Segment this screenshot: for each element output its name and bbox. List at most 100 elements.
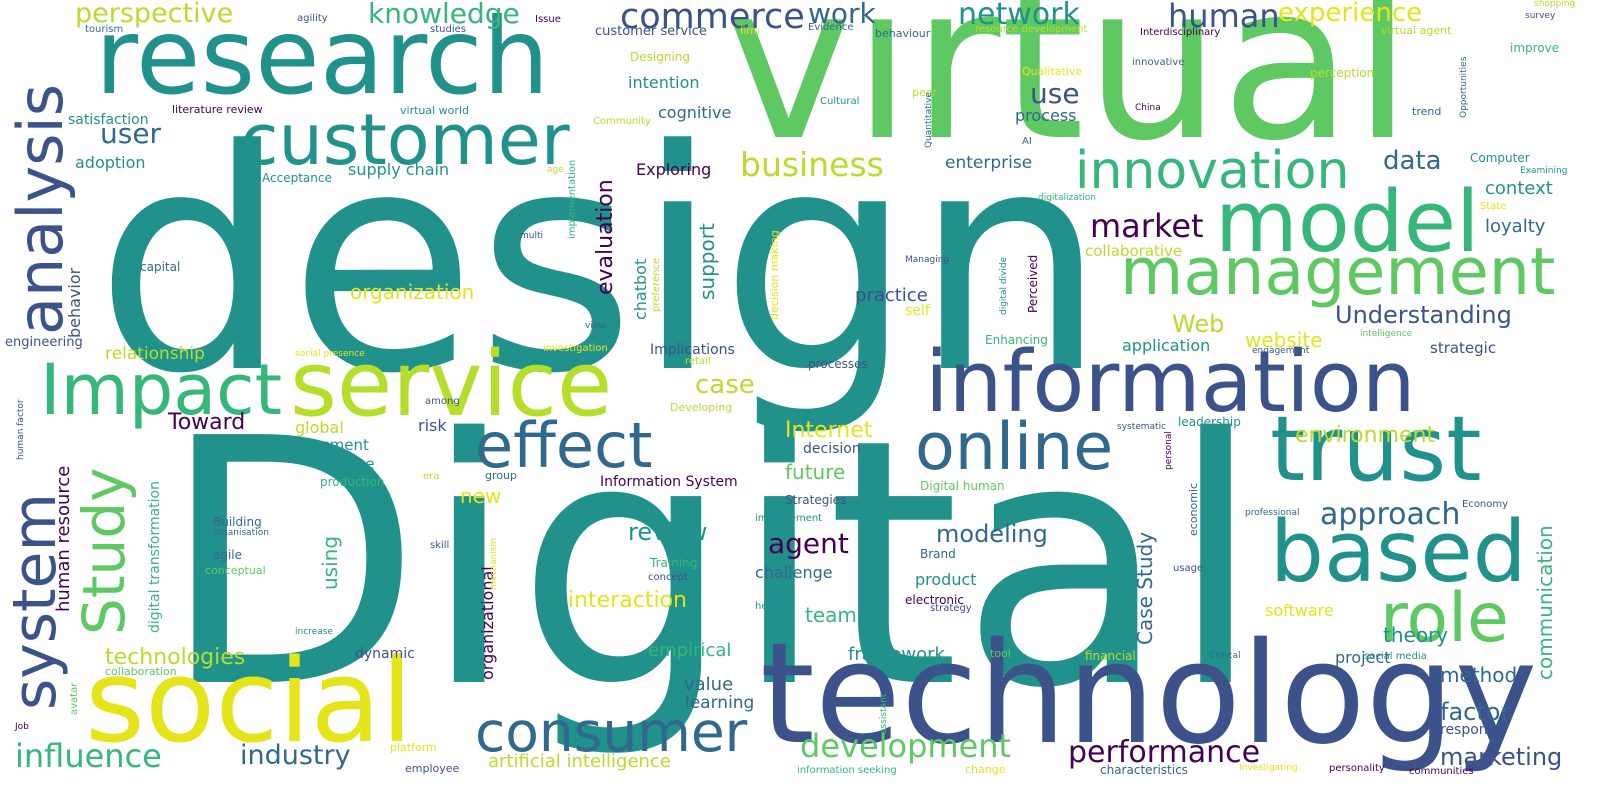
word-supply-chain: supply chain xyxy=(348,160,450,179)
word-approach: approach xyxy=(1320,497,1461,532)
word-preference: preference xyxy=(651,257,662,312)
word-employee: employee xyxy=(405,762,460,775)
word-application: application xyxy=(1122,336,1211,355)
word-process: process xyxy=(1015,106,1077,125)
word-among: among xyxy=(425,396,460,407)
word-digital: Digital xyxy=(160,367,1263,763)
word-support: support xyxy=(695,223,719,300)
word-qualitative: Qualitative xyxy=(1022,65,1083,78)
word-global: global xyxy=(295,418,344,437)
word-science: science xyxy=(318,455,375,473)
word-influence: influence xyxy=(15,737,162,775)
word-understanding: Understanding xyxy=(1335,301,1512,329)
word-performance: performance xyxy=(1068,735,1261,770)
word-decision: decision xyxy=(803,441,861,457)
word-commerce: commerce xyxy=(620,0,805,37)
word-factor: factor xyxy=(1440,698,1511,726)
word-processes: processes xyxy=(808,357,868,371)
word-organization: organization xyxy=(350,280,475,304)
word-analysis: analysis xyxy=(4,83,77,335)
word-challenge: challenge xyxy=(755,563,833,582)
word-internet: Internet xyxy=(785,418,873,443)
word-virtual: virtual xyxy=(725,0,1413,188)
word-environment: environment xyxy=(1295,423,1436,448)
word-concept: concept xyxy=(648,572,688,583)
word-empirical: empirical xyxy=(648,640,732,661)
word-management: management xyxy=(1120,235,1556,310)
word-toward: Toward xyxy=(168,410,246,435)
word-effect: effect xyxy=(475,409,653,482)
word-strategic: strategic xyxy=(1430,339,1497,357)
word-research: research xyxy=(95,0,550,118)
word-data: data xyxy=(1383,146,1442,176)
word-assessment: assessment xyxy=(280,436,369,454)
word-assistant: assistant xyxy=(879,693,889,734)
word-financial: financial xyxy=(1085,649,1136,663)
word-self: self xyxy=(905,303,930,319)
word-response: response xyxy=(1440,722,1504,738)
word-ai: AI xyxy=(1022,136,1032,147)
word-intelligence: intelligence xyxy=(1360,329,1413,339)
word-satisfaction: satisfaction xyxy=(68,112,149,128)
word-customer: customer xyxy=(240,99,570,181)
word-mechanism: mechanism xyxy=(489,537,499,590)
word-usage: usage xyxy=(1173,563,1204,574)
word-perception: perception xyxy=(1310,66,1375,80)
word-interaction: interaction xyxy=(568,588,687,613)
word-behavior: behavior xyxy=(65,267,84,338)
word-collaboration: collaboration xyxy=(105,665,177,678)
word-leadership: leadership xyxy=(1178,415,1241,429)
word-technology: technology xyxy=(760,613,1538,776)
word-role: role xyxy=(1380,579,1509,658)
word-interdisciplinary: Interdisciplinary xyxy=(1140,27,1221,38)
word-communication: communication xyxy=(1533,525,1557,680)
word-learning: learning xyxy=(685,693,755,713)
word-technologies: technologies xyxy=(105,645,246,670)
word-enhancing: Enhancing xyxy=(985,333,1048,347)
word-online: online xyxy=(915,410,1114,485)
word-development: development xyxy=(800,727,1012,765)
word-case: case xyxy=(695,370,755,400)
word-improvement: improvement xyxy=(755,513,823,524)
word-issue: Issue xyxy=(535,14,561,25)
word-characteristics: characteristics xyxy=(1100,763,1188,777)
word-building: Building xyxy=(213,515,262,529)
word-strategy: strategy xyxy=(930,603,972,614)
word-industry: industry xyxy=(240,740,351,771)
word-implementation: implementation xyxy=(567,159,578,239)
word-implications: Implications xyxy=(650,342,735,358)
word-engagement: engagement xyxy=(1252,346,1310,356)
word-job: Job xyxy=(15,722,29,732)
word-chatbot: chatbot xyxy=(631,258,650,320)
word-tool: tool xyxy=(990,647,1011,660)
word-artificial-intelligence: artificial intelligence xyxy=(488,751,671,772)
word-information: information xyxy=(925,333,1416,432)
word-human-resource: human resource xyxy=(53,465,74,612)
word-dynamic: dynamic xyxy=(355,646,415,662)
word-evaluation: evaluation xyxy=(593,179,618,295)
word-organisation: organisation xyxy=(213,528,269,538)
word-professional: professional xyxy=(1245,508,1300,518)
word-risk: risk xyxy=(418,416,447,435)
word-social: social xyxy=(85,635,413,769)
word-cultural: Cultural xyxy=(820,96,860,107)
word-shopping: shopping xyxy=(1534,0,1576,9)
word-human-factor: human factor xyxy=(16,399,26,460)
word-community: Community xyxy=(593,116,651,127)
word-communities: communities xyxy=(1409,766,1474,777)
word-information-system: Information System xyxy=(600,474,738,490)
word-social-media: social media xyxy=(1364,651,1427,662)
word-software: software xyxy=(1265,601,1334,620)
word-systematic: systematic xyxy=(1117,422,1167,432)
word-context: context xyxy=(1485,178,1553,199)
word-firm: firm xyxy=(740,26,760,37)
word-behaviour: behaviour xyxy=(875,27,931,40)
word-team: team xyxy=(805,603,857,627)
word-increase: increase xyxy=(295,627,333,637)
word-customer-service: customer service xyxy=(595,24,707,39)
word-electronic: electronic xyxy=(905,593,964,607)
word-trend: trend xyxy=(1412,105,1442,118)
word-survey: survey xyxy=(1525,11,1556,21)
word-design: design xyxy=(95,85,1107,440)
word-brand: Brand xyxy=(920,547,956,561)
